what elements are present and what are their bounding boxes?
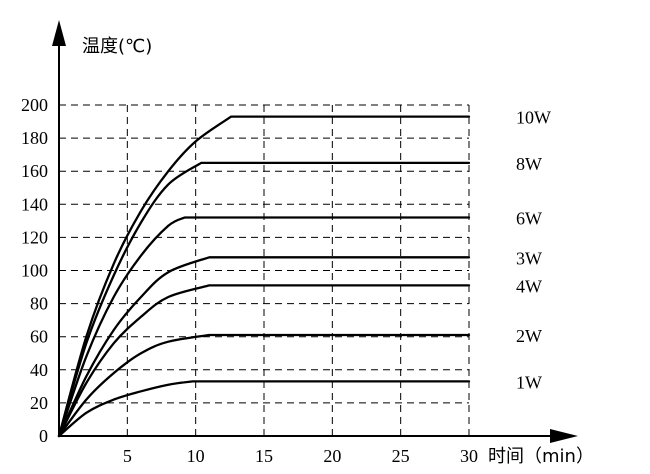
y-tick-label: 20 (30, 393, 48, 413)
y-tick-label: 0 (39, 426, 48, 446)
y-tick-label: 120 (21, 227, 48, 247)
series-line-1W (57, 380, 471, 438)
x-tick-label: 30 (460, 446, 478, 466)
series-label-8W: 8W (516, 154, 542, 174)
y-axis-label: 温度(℃) (82, 36, 152, 57)
x-tick-label: 20 (323, 446, 341, 466)
series-label-4W: 4W (516, 276, 542, 296)
y-tick-label: 40 (30, 360, 48, 380)
grid (59, 104, 470, 436)
x-tick-label: 5 (123, 446, 132, 466)
x-axis-label: 时间（min） (488, 446, 594, 467)
axes (52, 20, 578, 443)
x-tick-label: 10 (187, 446, 205, 466)
y-tick-label: 200 (21, 95, 48, 115)
y-tick-label: 140 (21, 194, 48, 214)
series-line-4W (57, 284, 471, 438)
y-tick-label: 180 (21, 128, 48, 148)
series-line-3W (57, 256, 471, 438)
y-axis-arrow (52, 20, 66, 46)
series-label-10W: 10W (516, 108, 551, 128)
y-tick-label: 160 (21, 161, 48, 181)
series-label-1W: 1W (516, 372, 542, 392)
series-lines (57, 115, 471, 438)
x-tick-label: 15 (255, 446, 273, 466)
x-axis-arrow (550, 429, 578, 443)
series-line-8W (57, 161, 471, 438)
y-tick-label: 80 (30, 294, 48, 314)
series-line-10W (57, 115, 471, 438)
series-label-2W: 2W (516, 326, 542, 346)
tick-labels: 0 20 40 60 80 100 120 140 160 180 200 5 10 15 20 25 30 (21, 95, 478, 466)
series-label-3W: 3W (516, 248, 542, 268)
series-line-6W (57, 216, 471, 438)
series-labels: 10W 8W 6W 3W 4W 2W 1W (516, 108, 551, 393)
x-tick-label: 25 (392, 446, 410, 466)
y-tick-label: 100 (21, 261, 48, 281)
y-tick-label: 60 (30, 327, 48, 347)
series-line-2W (57, 333, 471, 438)
series-label-6W: 6W (516, 209, 542, 229)
